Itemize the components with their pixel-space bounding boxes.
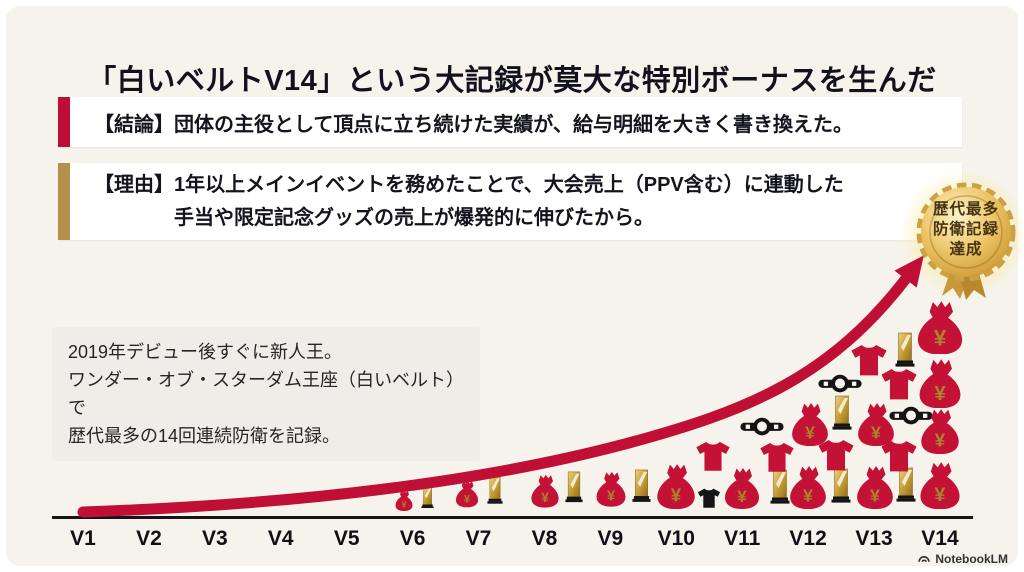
money-bag-icon: ¥	[921, 408, 959, 455]
svg-text:¥: ¥	[541, 490, 549, 505]
money-bag-icon: ¥	[531, 474, 559, 508]
tshirt-black-icon	[697, 488, 721, 508]
gold-bar-icon	[831, 468, 851, 503]
svg-text:¥: ¥	[607, 489, 615, 505]
achievement-badge: 歴代最多 防衛記録 達成	[912, 180, 1020, 310]
watermark: NotebookLM	[917, 552, 1008, 566]
svg-text:¥: ¥	[870, 486, 880, 506]
x-tick-label: V12	[789, 527, 827, 550]
money-bag-icon: ¥	[792, 402, 828, 447]
gold-bar-icon	[420, 486, 434, 509]
x-tick-label: V14	[921, 527, 959, 550]
x-tick-label: V10	[657, 527, 695, 550]
svg-text:¥: ¥	[805, 423, 815, 443]
reason-text-line2: 手当や限定記念グッズの売上が爆発的に伸びたから。	[174, 207, 654, 229]
badge-text-line1: 歴代最多	[932, 201, 999, 218]
badge-text-line3: 達成	[949, 241, 983, 258]
watermark-text: NotebookLM	[935, 552, 1008, 566]
svg-text:¥: ¥	[935, 429, 946, 450]
x-axis	[52, 516, 973, 519]
reason-label: 【理由】	[94, 174, 174, 196]
svg-text:¥: ¥	[671, 484, 682, 505]
money-bag-icon: ¥	[920, 461, 960, 510]
money-bag-icon: ¥	[657, 463, 695, 510]
x-tick-label: V3	[201, 527, 228, 550]
money-bag-icon: ¥	[395, 490, 413, 511]
gold-bar-icon	[832, 395, 852, 430]
svg-text:¥: ¥	[935, 484, 946, 506]
notebooklm-logo-icon	[918, 556, 931, 563]
conclusion-label: 【結論】	[94, 113, 174, 136]
x-tick-label: V9	[597, 527, 624, 550]
conclusion-text: 団体の主役として頂点に立ち続けた実績が、給与明細を大きく書き換えた。	[174, 113, 853, 136]
x-tick-label: V5	[333, 527, 360, 550]
gold-bar-icon	[565, 471, 583, 503]
tshirt-icon	[881, 440, 917, 472]
x-tick-label: V8	[531, 527, 558, 550]
svg-text:¥: ¥	[464, 494, 471, 506]
gold-bar-icon	[895, 332, 915, 367]
svg-text:¥: ¥	[402, 499, 407, 509]
x-tick-label: V1	[70, 527, 96, 550]
money-bag-icon: ¥	[790, 465, 826, 510]
medal-icon	[916, 182, 1016, 300]
tshirt-icon	[881, 368, 917, 400]
conclusion-accent-bar	[58, 97, 70, 147]
reason-text-line1: 1年以上メインイベントを務めたことで、大会売上（PPV含む）に連動した	[174, 174, 844, 196]
x-tick-label: V4	[267, 527, 294, 550]
money-bag-icon: ¥	[596, 471, 626, 507]
reason-accent-bar	[58, 163, 70, 240]
x-tick-label: V11	[724, 527, 761, 550]
x-tick-label: V13	[855, 527, 893, 550]
x-tick-label: V2	[136, 527, 162, 550]
x-tick-label: V7	[465, 527, 492, 550]
page-title: 「白いベルトV14」という大記録が莫大な特別ボーナスを生んだ	[87, 65, 937, 98]
svg-text:¥: ¥	[737, 487, 747, 506]
medal-ribbon-right	[959, 270, 986, 300]
conclusion-callout: 【結論】 団体の主役として頂点に立ち続けた実績が、給与明細を大きく書き換えた。	[58, 97, 962, 147]
championship-belt-icon	[818, 375, 862, 393]
svg-text:¥: ¥	[934, 325, 947, 350]
svg-text:¥: ¥	[803, 486, 813, 506]
money-bag-icon: ¥	[919, 358, 961, 409]
gold-bar-icon	[487, 476, 503, 504]
championship-belt-icon	[740, 418, 784, 436]
money-bag-icon: ¥	[725, 468, 759, 509]
svg-text:¥: ¥	[934, 383, 946, 405]
reason-callout: 【理由】 1年以上メインイベントを務めたことで、大会売上（PPV含む）に連動した…	[58, 163, 962, 240]
gold-bar-icon	[631, 470, 651, 503]
x-tick-label: V6	[399, 527, 426, 550]
badge-text-line2: 防衛記録	[932, 221, 999, 238]
money-bag-icon: ¥	[455, 480, 479, 508]
